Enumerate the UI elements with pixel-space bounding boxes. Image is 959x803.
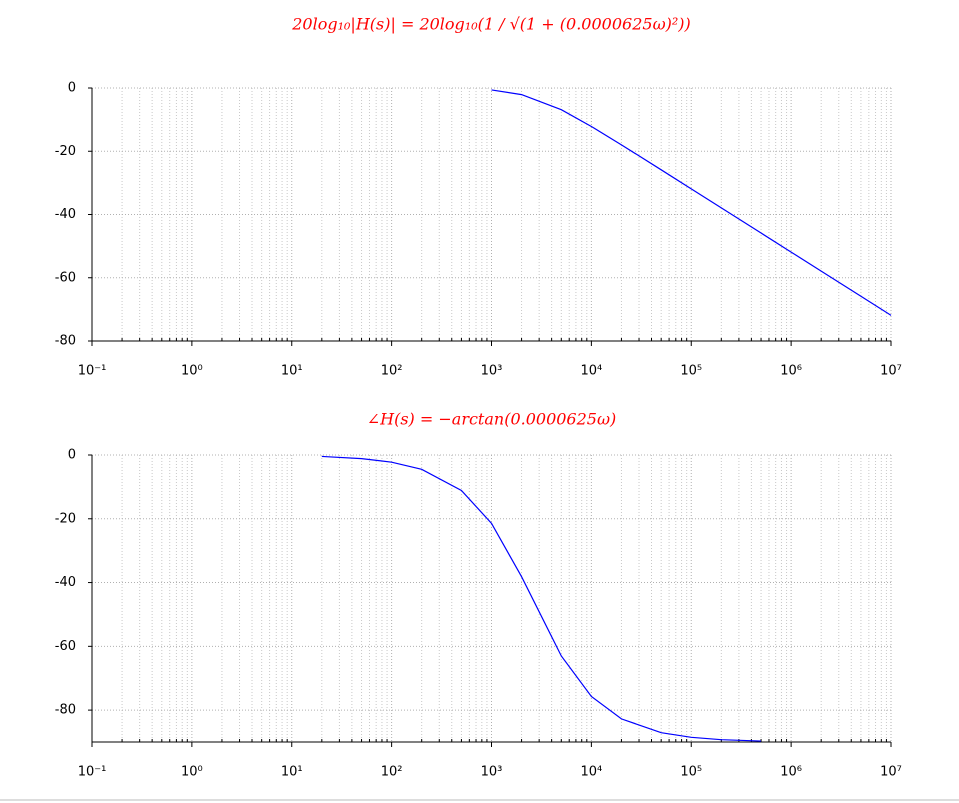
chart-title: ∠H(s) = −arctan(0.0000625ω)	[367, 410, 617, 429]
x-tick-label: 10⁰	[181, 364, 203, 379]
y-tick-label: 0	[68, 448, 76, 463]
x-tick-label: 10¹	[281, 765, 303, 780]
x-tick-label: 10⁷	[880, 364, 902, 379]
y-tick-label: -40	[55, 207, 76, 222]
y-tick-label: -60	[55, 639, 76, 654]
x-tick-label: 10⁴	[580, 364, 602, 379]
y-tick-label: -80	[55, 334, 76, 349]
x-tick-label: 10⁷	[880, 765, 902, 780]
chart-title: 20log₁₀|H(s)| = 20log₁₀(1 / √(1 + (0.000…	[291, 15, 691, 34]
y-tick-label: -80	[55, 703, 76, 718]
y-tick-label: -40	[55, 575, 76, 590]
y-tick-label: 0	[68, 81, 76, 96]
x-tick-label: 10⁴	[580, 765, 602, 780]
x-tick-label: 10³	[481, 765, 503, 780]
x-tick-label: 10³	[481, 364, 503, 379]
y-tick-label: -60	[55, 270, 76, 285]
x-tick-label: 10²	[381, 765, 403, 780]
x-tick-label: 10²	[381, 364, 403, 379]
x-tick-label: 10⁻¹	[78, 765, 107, 780]
x-tick-label: 10⁰	[181, 765, 203, 780]
data-line	[491, 89, 892, 316]
y-tick-label: -20	[55, 511, 76, 526]
x-tick-label: 10⁵	[680, 765, 702, 780]
data-line	[321, 455, 762, 742]
x-tick-label: 10⁶	[780, 765, 802, 780]
x-tick-label: 10¹	[281, 364, 303, 379]
x-tick-label: 10⁵	[680, 364, 702, 379]
x-tick-label: 10⁶	[780, 364, 802, 379]
y-tick-label: -20	[55, 144, 76, 159]
x-tick-label: 10⁻¹	[78, 364, 107, 379]
